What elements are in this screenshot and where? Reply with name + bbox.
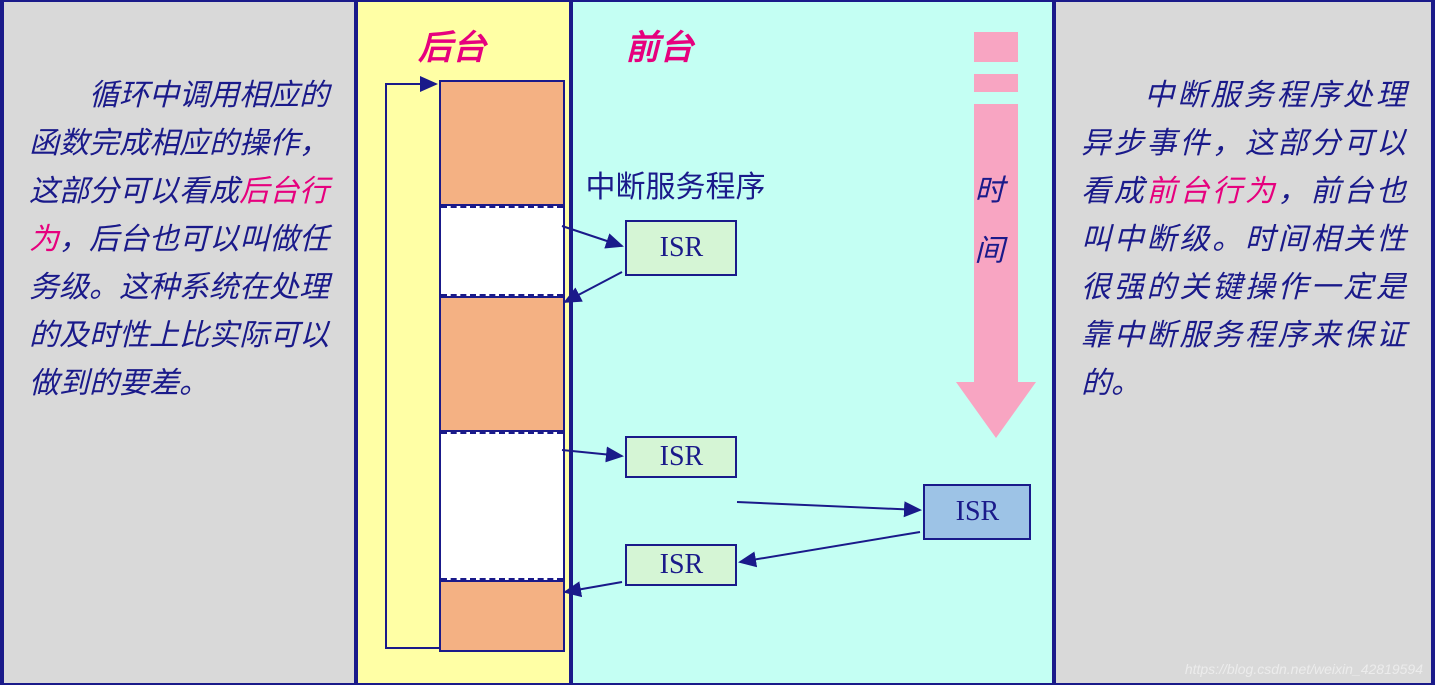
diagram-container: 循环中调用相应的函数完成相应的操作，这部分可以看成后台行为，后台也可以叫做任务级…	[0, 0, 1435, 685]
stack-seg-1	[441, 206, 563, 296]
left-paragraph: 循环中调用相应的函数完成相应的操作，这部分可以看成后台行为，后台也可以叫做任务级…	[29, 72, 329, 408]
stack-seg-4	[441, 580, 563, 650]
right-paragraph: 中断服务程序处理异步事件，这部分可以看成前台行为，前台也叫中断级。时间相关性很强…	[1081, 72, 1406, 408]
yellow-panel: 后台	[356, 0, 571, 685]
time-label: 时间	[963, 174, 1007, 294]
right-text-highlight: 前台行为	[1147, 175, 1278, 208]
right-panel: 中断服务程序处理异步事件，这部分可以看成前台行为，前台也叫中断级。时间相关性很强…	[1054, 0, 1433, 685]
cyan-panel: 前台 中断服务程序 ISR ISR ISR ISR	[571, 0, 1054, 685]
stack-seg-0	[441, 82, 563, 206]
left-text-post: ，后台也可以叫做任务级。这种系统在处理的及时性上比实际可以做到的要差。	[29, 223, 329, 400]
task-stack	[439, 80, 565, 652]
right-text-post: ，前台也叫中断级。时间相关性很强的关键操作一定是靠中断服务程序来保证的。	[1081, 175, 1406, 400]
stack-seg-2	[441, 296, 563, 432]
left-panel: 循环中调用相应的函数完成相应的操作，这部分可以看成后台行为，后台也可以叫做任务级…	[2, 0, 356, 685]
heading-back: 后台	[418, 20, 486, 69]
stack-seg-3	[441, 432, 563, 580]
watermark: https://blog.csdn.net/weixin_42819594	[1185, 661, 1423, 677]
